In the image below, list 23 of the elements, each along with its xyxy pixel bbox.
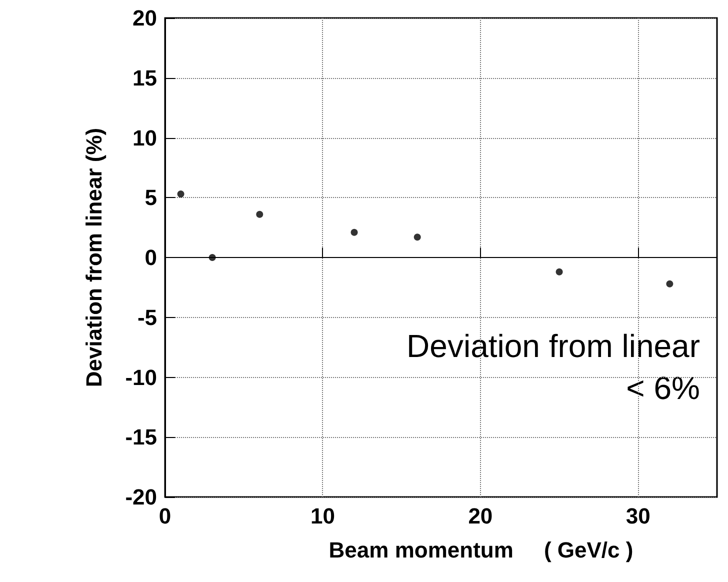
point	[208, 254, 216, 261]
point	[556, 268, 563, 276]
point	[177, 190, 184, 198]
y-tick-label: 5	[144, 185, 157, 210]
x-tick-label: 30	[626, 504, 650, 528]
point	[414, 234, 421, 241]
y-tick-label: 15	[132, 65, 157, 90]
x-axis-title: Beam momentum ( GeV/c )	[328, 538, 634, 562]
point	[256, 210, 264, 218]
x-tick-label: 20	[468, 504, 493, 528]
point	[350, 228, 358, 236]
annotation: < 6%	[626, 370, 700, 406]
y-tick-label: 10	[132, 125, 157, 150]
y-tick-label: -5	[137, 304, 157, 330]
x-tick-label: 10	[310, 504, 335, 528]
y-axis-title: Deviation from linear (%)	[82, 128, 106, 388]
y-tick-label: 20	[132, 6, 157, 30]
point	[666, 280, 674, 288]
y-tick-label: -15	[125, 424, 157, 450]
annotation: Deviation from linear	[406, 328, 700, 364]
y-tick-label: -20	[125, 484, 157, 510]
y-tick-label: -10	[125, 364, 157, 390]
y-tick-label: 0	[144, 245, 157, 270]
